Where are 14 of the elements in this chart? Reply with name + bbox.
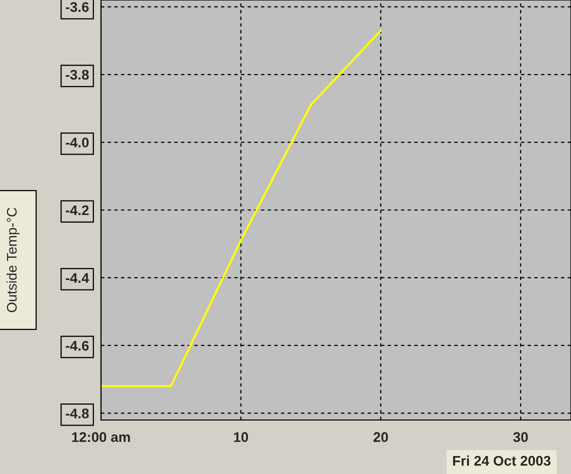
x-tick-label: 12:00 am (72, 432, 130, 442)
y-tick-label: -4.8 (66, 408, 89, 418)
y-tick-label: -3.8 (66, 70, 89, 80)
x-tick-label: 20 (374, 432, 388, 442)
text: Fri 24 Oct 2003 (453, 456, 551, 466)
y-tick-label: -4.0 (66, 138, 89, 148)
y-tick-label: -4.4 (66, 273, 90, 283)
y-axis-title: Outside Temp-°C (6, 208, 20, 312)
line-series (101, 29, 382, 388)
y-tick-label: -3.6 (66, 2, 89, 12)
y-tick-label: -4.6 (66, 340, 89, 351)
x-tick-label: 30 (513, 432, 528, 442)
y-tick-label: -4.2 (66, 205, 89, 216)
x-tick-label: 10 (234, 432, 248, 442)
